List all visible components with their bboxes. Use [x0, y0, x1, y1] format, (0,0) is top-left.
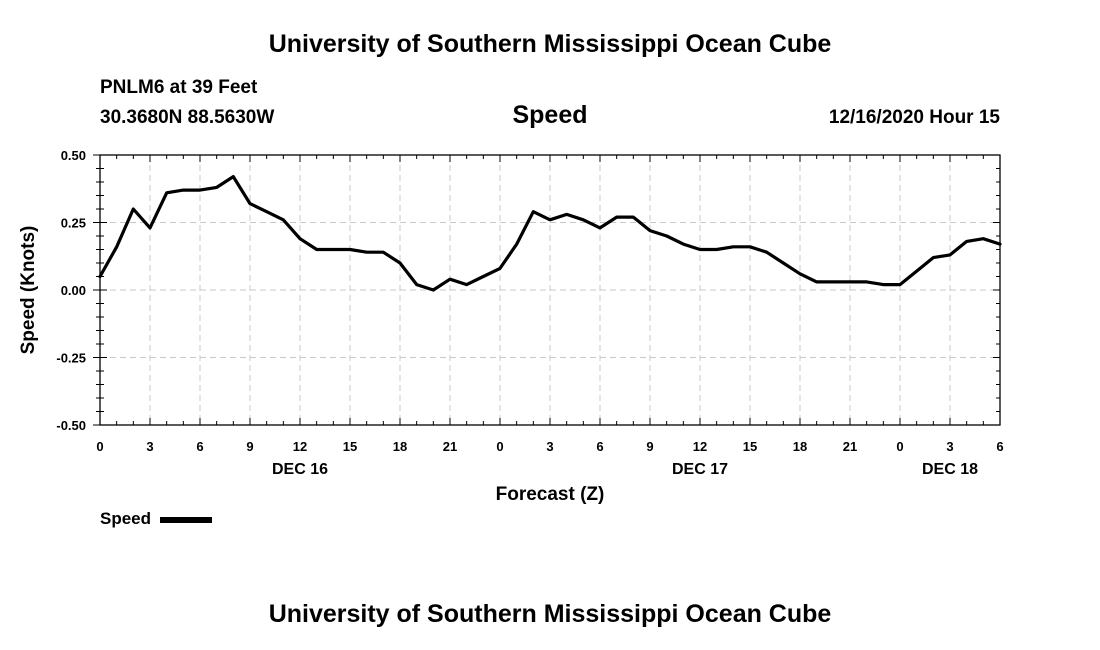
x-tick-label: 12 — [693, 439, 707, 454]
chart-title: Speed — [512, 101, 588, 129]
y-axis-label: Speed (Knots) — [18, 226, 39, 355]
footer-title: University of Southern Mississippi Ocean… — [268, 600, 832, 628]
station-coordinates: 30.3680N 88.5630W — [100, 107, 275, 128]
x-tick-label: 0 — [496, 439, 503, 454]
x-tick-label: 18 — [793, 439, 807, 454]
x-tick-label: 15 — [343, 439, 357, 454]
x-tick-label: 6 — [996, 439, 1003, 454]
x-tick-label: 3 — [546, 439, 553, 454]
x-tick-label: 21 — [443, 439, 457, 454]
station-label: PNLM6 at 39 Feet — [100, 77, 258, 98]
series-line-speed — [98, 175, 1002, 292]
x-tick-label: 9 — [646, 439, 653, 454]
legend-line-swatch — [160, 517, 212, 523]
day-label: DEC 16 — [272, 461, 328, 478]
y-tick-label: 0.25 — [61, 216, 86, 231]
x-tick-label: 6 — [596, 439, 603, 454]
y-tick-label: -0.25 — [56, 351, 86, 366]
y-tick-label: -0.50 — [56, 418, 86, 433]
x-tick-label: 9 — [246, 439, 253, 454]
x-tick-label: 21 — [843, 439, 857, 454]
legend-label: Speed — [100, 509, 152, 528]
x-tick-label: 3 — [946, 439, 953, 454]
x-tick-label: 18 — [393, 439, 407, 454]
x-tick-label: 3 — [146, 439, 153, 454]
day-label: DEC 17 — [672, 461, 728, 478]
page-title: University of Southern Mississippi Ocean… — [268, 30, 832, 58]
x-tick-label: 0 — [896, 439, 903, 454]
x-axis-label: Forecast (Z) — [496, 484, 605, 505]
y-tick-label: 0.00 — [61, 283, 86, 298]
x-tick-label: 0 — [96, 439, 103, 454]
day-label: DEC 18 — [922, 461, 978, 478]
x-tick-label: 15 — [743, 439, 757, 454]
x-tick-label: 12 — [293, 439, 307, 454]
x-tick-label: 6 — [196, 439, 203, 454]
forecast-datetime: 12/16/2020 Hour 15 — [828, 107, 1000, 128]
y-tick-label: 0.50 — [61, 148, 86, 163]
